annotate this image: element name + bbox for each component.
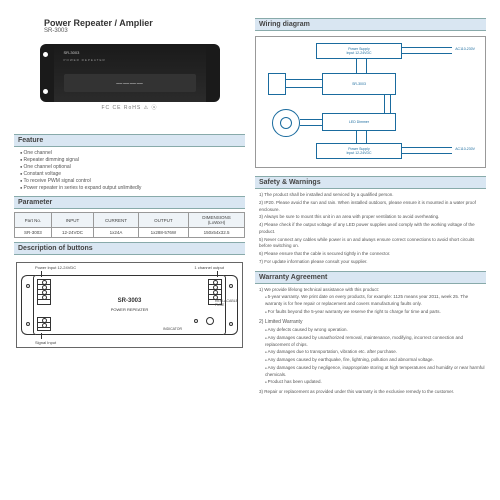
wiring-header: Wiring diagram [255,18,486,31]
table-row: SR-3003 12-24VDC 1x24A 1x288-576W 150x54… [15,228,245,238]
mount-hole-icon [43,52,48,57]
fuse-icon [206,317,214,325]
safety-item: 3) Always be sure to mount this unit in … [259,214,486,221]
led-dimmer-box: LED Dimmer [322,113,396,131]
certification-row: FC CE RoHS ⚠ ⓤ [40,104,220,111]
device-outline: SR-3003 POWER REPEATER [33,275,226,335]
device-model-label: SR-3003 [64,50,80,55]
safety-header: Safety & Warnings [255,176,486,189]
safety-list: 1) The product shall be installed and se… [255,192,486,267]
safety-item: 5) Never connect any cables while power … [259,237,486,251]
mount-hole-icon [43,89,48,94]
device-sublabel: POWER REPEATER [64,58,106,62]
product-model: SR-3003 [44,28,245,34]
col-header: DIMENSIONS (LxWxH) [189,213,245,228]
warranty-bullet: Any damages caused by unauthorized remov… [259,335,486,349]
warranty-bullet: Any damages caused by negligence, inappr… [259,365,486,379]
cell: SR-3003 [15,228,52,238]
repeater-box: SR-3003 [322,73,396,95]
buttons-diagram: Power Input 12-24VDC 1 channel output Si… [16,262,243,348]
wiring-diagram: Power Supply Input 12-24VDC AC110-230V S… [255,36,486,168]
channel-output-label: 1 channel output [194,265,224,270]
hole-icon [229,322,233,326]
safety-item: 6) Please ensure that the cable is secur… [259,251,486,258]
col-header: CURRENT [94,213,138,228]
warranty-text: 1) We provide lifelong technical assista… [255,287,486,397]
col-header: OUTPUT [138,213,189,228]
indicator-led-icon [194,319,198,323]
ac-label: AC110-230V [455,47,475,51]
indicator-label: INDICATOR [163,327,182,331]
col-header: Part No. [15,213,52,228]
diagram-model: SR-3003 [118,298,142,304]
cell: 1x24A [94,228,138,238]
power-input-label: Power Input 12-24VDC [35,265,76,270]
warranty-bullet: Any damages due to transportation, vibra… [259,349,486,356]
terminal-block-icon [37,317,51,331]
warranty-bullet: Product has been updated. [259,379,486,386]
safety-item: 7) For update information please consult… [259,259,486,266]
hole-icon [26,322,30,326]
warranty-line: 1) We provide lifelong technical assista… [259,287,486,294]
mount-hole-icon [212,89,217,94]
hole-icon [229,284,233,288]
table-row: Part No. INPUT CURRENT OUTPUT DIMENSIONS… [15,213,245,228]
safety-item: 4) Please check if the output voltage of… [259,222,486,236]
safety-item: 2) IP20. Please avoid the sun and rain. … [259,200,486,214]
warranty-bullet: Any defects caused by wrong operation. [259,327,486,334]
limited-warranty-header: 2) Limited Warranty [259,319,486,327]
led-strip-icon [268,73,286,95]
safety-item: 1) The product shall be installed and se… [259,192,486,199]
feature-item: Repeater dimming signal [20,157,245,163]
parameter-table: Part No. INPUT CURRENT OUTPUT DIMENSIONS… [14,212,245,238]
product-title: Power Repeater / Amplier [44,18,245,28]
warranty-bullet: 5-year warranty. We print date on every … [259,294,486,308]
col-header: INPUT [51,213,94,228]
right-column: Wiring diagram Power Supply Input 12-24V… [255,18,486,482]
parameter-header: Parameter [14,196,245,209]
feature-list: One channel Repeater dimming signal One … [14,150,245,192]
feature-item: Power repeater in series to expand outpu… [20,185,245,191]
ac-label: AC110-230V [455,147,475,151]
mount-hole-icon [212,52,217,57]
feature-header: Feature [14,134,245,147]
terminal-block-icon [37,279,51,305]
warranty-bullet: Any damages caused by earthquake, fire, … [259,357,486,364]
hole-icon [26,284,30,288]
psu-box: Power Supply Input 12-24VDC [316,43,402,59]
buttons-header: Description of buttons [14,242,245,255]
feature-item: Constant voltage [20,171,245,177]
left-column: Power Repeater / Amplier SR-3003 SR-3003… [14,18,245,482]
cell: 1x288-576W [138,228,189,238]
fuse-label: REPLACABLE FUSE [215,299,238,307]
psu-box: Power Supply Input 12-24VDC [316,143,402,159]
feature-item: To receive PWM signal control [20,178,245,184]
cell: 12-24VDC [51,228,94,238]
signal-input-label: Signal Input [35,340,56,345]
product-photo: SR-3003 POWER REPEATER ▬▬ ▬▬ ▬▬ ▬▬ FC CE… [40,44,220,124]
device-body: SR-3003 POWER REPEATER ▬▬ ▬▬ ▬▬ ▬▬ [50,44,210,102]
warranty-header: Warranty Agreement [255,271,486,284]
dimmer-knob-inner-icon [280,117,292,129]
cell: 150x54x32.5 [189,228,245,238]
diagram-sub: POWER REPEATER [111,307,149,312]
feature-item: One channel [20,150,245,156]
warranty-line: 3) Repair or replacement as provided und… [259,389,486,396]
warranty-bullet: For faults beyond the 5-year warranty we… [259,309,486,316]
feature-item: One channel optional [20,164,245,170]
title-block: Power Repeater / Amplier SR-3003 [14,18,245,34]
device-nameplate: ▬▬ ▬▬ ▬▬ ▬▬ [64,74,196,92]
